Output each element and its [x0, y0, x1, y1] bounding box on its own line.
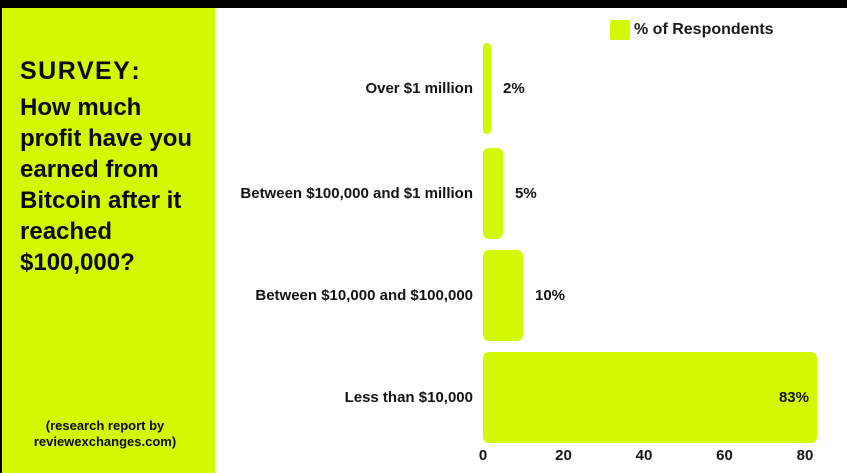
survey-question: How much profit have you earned from Bit…: [20, 92, 205, 278]
question-line: profit have you: [20, 125, 193, 152]
value-label: 2%: [503, 79, 525, 97]
attribution: (research report by reviewexchanges.com): [0, 418, 210, 450]
sidebar: SURVEY: How much profit have you earned …: [0, 8, 215, 473]
question-line: reached: [20, 218, 113, 245]
tick-label: 20: [555, 447, 572, 464]
question-line: earned from: [20, 156, 159, 183]
attribution-line: (research report by: [45, 418, 165, 433]
question-line: How much: [20, 94, 142, 121]
legend-swatch-icon: [610, 20, 630, 40]
survey-title: SURVEY:: [20, 56, 205, 86]
category-label: Between $10,000 and $100,000: [255, 286, 473, 304]
tick-label: 0: [478, 447, 488, 464]
bar: [483, 43, 491, 134]
category-label: Over $1 million: [365, 79, 473, 97]
legend-label: % of Respondents: [634, 21, 774, 38]
survey-title-text: SURVEY: [20, 57, 132, 85]
left-border: [0, 0, 2, 473]
tick-label: 80: [796, 447, 814, 464]
value-label: 10%: [535, 286, 566, 304]
tick-label: 60: [716, 447, 733, 464]
bar: [483, 250, 523, 341]
category-label: Between $100,000 and $1 million: [240, 184, 473, 202]
question-line: $100,000?: [20, 249, 135, 276]
question-line: Bitcoin after it: [20, 187, 182, 214]
survey-title-colon: :: [131, 57, 140, 85]
attribution-line: reviewexchanges.com): [33, 434, 177, 449]
bar: [483, 352, 817, 443]
category-label: Less than $10,000: [344, 388, 473, 406]
tick-label: 40: [635, 447, 653, 464]
bar: [483, 148, 503, 239]
top-border: [0, 0, 847, 8]
value-label: 83%: [778, 388, 809, 406]
value-label: 5%: [515, 184, 537, 202]
